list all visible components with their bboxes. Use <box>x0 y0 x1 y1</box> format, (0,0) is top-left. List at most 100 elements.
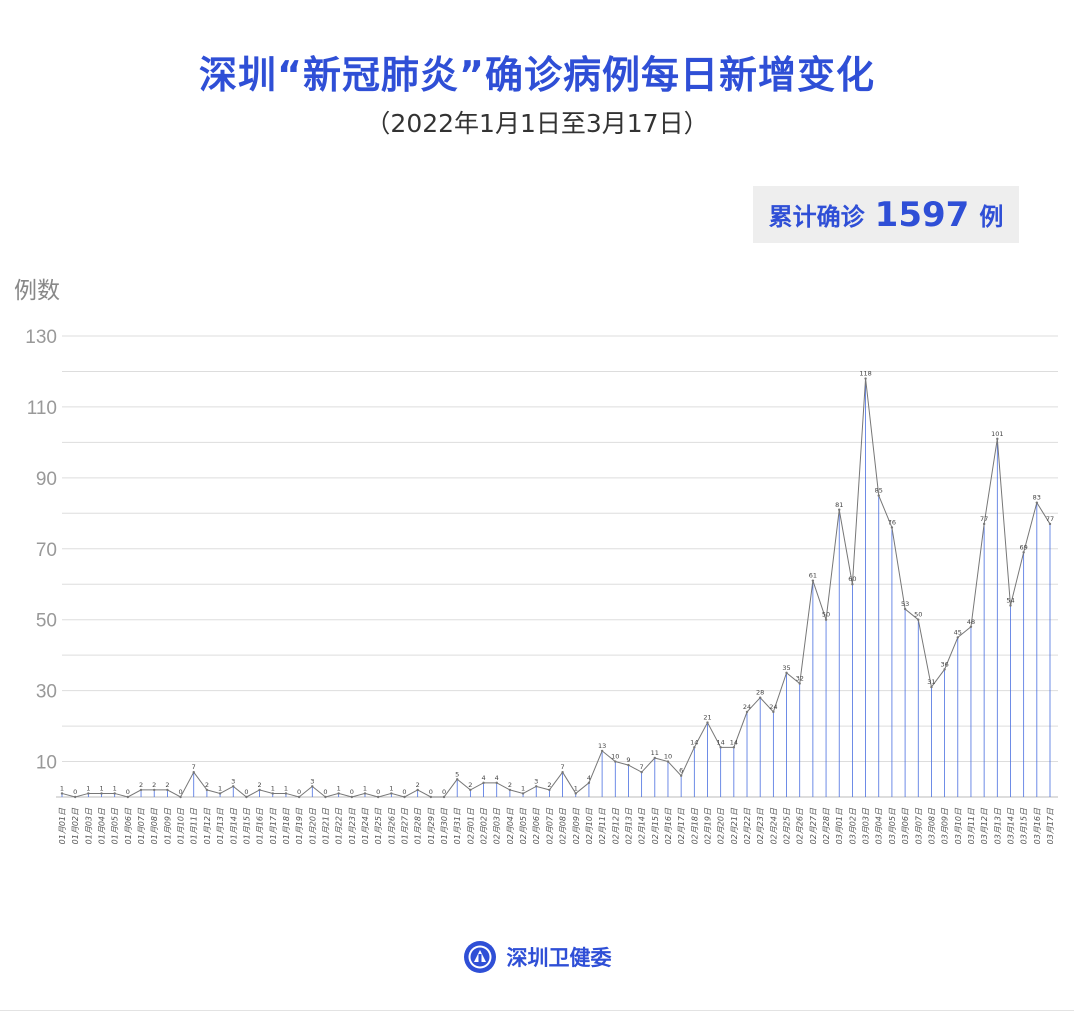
x-tick-label: 01月30日 <box>440 807 449 844</box>
data-label: 9 <box>626 756 630 764</box>
data-point <box>429 795 433 799</box>
data-label: 13 <box>598 742 606 750</box>
x-tick-label: 01月21日 <box>321 807 330 844</box>
data-point <box>521 792 525 795</box>
data-point <box>60 792 64 795</box>
x-tick-label: 01月11日 <box>190 807 199 844</box>
data-label: 2 <box>547 781 551 789</box>
x-tick-label: 02月12日 <box>611 807 620 844</box>
total-cases-badge: 累计确诊 1597 例 <box>753 186 1019 243</box>
x-tick-label: 02月19日 <box>703 807 712 844</box>
data-point <box>87 792 90 795</box>
data-label: 1 <box>363 784 367 792</box>
total-unit: 例 <box>979 203 1004 231</box>
x-tick-label: 03月07日 <box>914 807 923 844</box>
data-point <box>153 788 156 792</box>
y-tick-label: 90 <box>36 469 57 490</box>
data-point <box>376 795 380 799</box>
data-label: 2 <box>165 781 169 789</box>
data-point <box>600 749 604 753</box>
data-label: 11 <box>651 749 659 757</box>
data-label: 31 <box>927 678 935 686</box>
x-tick-label: 03月17日 <box>1046 807 1055 844</box>
x-tick-label: 02月26日 <box>796 807 805 844</box>
data-point <box>614 760 617 763</box>
data-point <box>297 795 301 799</box>
x-tick-label: 01月20日 <box>308 807 317 844</box>
data-label: 36 <box>940 660 948 668</box>
data-point <box>442 795 446 799</box>
data-label: 35 <box>782 664 790 672</box>
data-point <box>311 785 314 788</box>
data-point <box>627 763 630 767</box>
data-point <box>258 788 261 792</box>
x-tick-label: 02月27日 <box>809 807 818 844</box>
data-label: 3 <box>231 777 235 785</box>
data-label: 0 <box>402 788 406 796</box>
drop-lines <box>61 378 1051 797</box>
total-value: 1597 <box>874 194 970 235</box>
data-point <box>772 710 775 714</box>
data-points <box>60 377 1052 799</box>
data-point <box>956 636 959 639</box>
x-tick-label: 03月08日 <box>927 807 936 844</box>
data-label: 1 <box>218 784 222 792</box>
data-point <box>706 721 709 724</box>
data-point <box>363 792 367 795</box>
y-tick-label: 50 <box>36 611 57 632</box>
data-label: 50 <box>914 611 922 619</box>
data-label: 0 <box>244 788 248 796</box>
data-point <box>930 685 933 689</box>
data-label: 48 <box>967 618 975 626</box>
x-tick-label: 03月11日 <box>967 807 976 844</box>
data-point <box>943 668 946 671</box>
y-tick-label: 110 <box>27 398 57 419</box>
x-tick-label: 01月01日 <box>58 807 67 844</box>
x-tick-label: 02月11日 <box>598 807 607 844</box>
data-point <box>416 788 419 792</box>
x-tick-label: 01月07日 <box>137 807 146 844</box>
data-label: 32 <box>796 675 804 683</box>
data-point <box>824 618 828 621</box>
data-point <box>73 795 77 799</box>
x-tick-label: 02月08日 <box>559 807 568 844</box>
data-point <box>890 526 894 529</box>
data-point <box>403 795 406 799</box>
footer-org-name: 深圳卫健委 <box>506 946 612 970</box>
x-tick-label: 02月18日 <box>690 807 699 844</box>
x-tick-label: 02月23日 <box>756 807 765 844</box>
x-tick-label: 01月25日 <box>374 807 383 844</box>
data-point <box>732 746 736 749</box>
x-tick-label: 01月13日 <box>216 807 225 844</box>
x-tick-label: 02月16日 <box>664 807 673 844</box>
bottom-divider <box>0 1010 1074 1011</box>
x-tick-label: 01月22日 <box>335 807 344 844</box>
x-tick-label: 03月04日 <box>875 807 884 844</box>
grid-lines <box>56 335 1058 798</box>
data-label: 3 <box>310 777 314 785</box>
data-label: 1 <box>389 784 393 792</box>
data-point <box>693 746 696 749</box>
data-label: 2 <box>508 781 512 789</box>
data-point <box>324 795 327 799</box>
data-point <box>877 494 880 497</box>
x-tick-label: 03月01日 <box>835 807 844 844</box>
data-point <box>798 682 801 685</box>
data-point <box>495 781 498 785</box>
series-path <box>61 378 1051 798</box>
x-tick-label: 01月23日 <box>348 807 357 844</box>
x-tick-label: 03月13日 <box>993 807 1002 844</box>
data-label: 83 <box>1033 494 1041 502</box>
data-label: 2 <box>416 781 420 789</box>
data-label: 60 <box>848 575 856 583</box>
x-tick-label: 02月25日 <box>783 807 792 844</box>
data-point <box>982 522 986 526</box>
x-tick-label: 01月18日 <box>282 807 291 844</box>
page-title: 深圳“新冠肺炎”确诊病例每日新增变化 <box>199 53 875 97</box>
data-point <box>574 792 577 795</box>
data-label: 7 <box>640 763 644 771</box>
x-tick-label: 01月16日 <box>256 807 265 844</box>
data-label: 81 <box>835 501 843 509</box>
data-point <box>679 774 683 777</box>
